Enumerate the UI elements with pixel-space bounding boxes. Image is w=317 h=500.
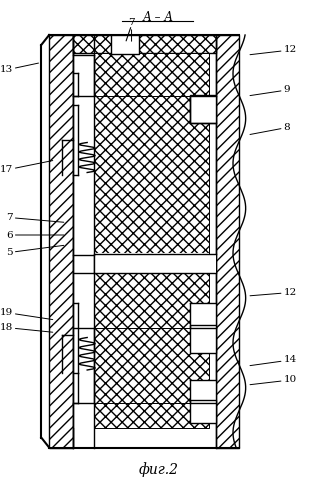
Bar	[73, 35, 216, 52]
Bar	[111, 35, 139, 54]
Bar	[94, 328, 209, 402]
Bar	[73, 55, 94, 428]
Bar	[216, 35, 239, 448]
Text: 9: 9	[250, 86, 290, 96]
Bar	[94, 254, 216, 272]
Text: 14: 14	[250, 356, 297, 366]
Text: А – А: А – А	[143, 11, 174, 24]
Bar	[190, 400, 216, 422]
Bar	[49, 35, 73, 448]
Text: 7: 7	[6, 213, 64, 222]
Text: 13: 13	[0, 63, 38, 74]
Bar	[94, 272, 209, 328]
Text: 12: 12	[250, 288, 297, 297]
Bar	[94, 52, 209, 96]
Text: 19: 19	[0, 308, 53, 320]
Text: 6: 6	[6, 230, 64, 239]
Bar	[190, 380, 216, 402]
Bar	[94, 402, 209, 427]
Text: 18: 18	[0, 323, 53, 332]
Bar	[94, 96, 209, 255]
Bar	[94, 252, 209, 272]
Text: 10: 10	[250, 376, 297, 384]
Text: фиг.2: фиг.2	[139, 462, 178, 477]
Text: 17: 17	[0, 160, 53, 174]
Bar	[190, 302, 216, 328]
Text: 12: 12	[250, 46, 297, 54]
Bar	[190, 95, 216, 122]
Text: 8: 8	[250, 123, 290, 134]
Bar	[190, 96, 216, 122]
Bar	[190, 325, 216, 352]
Text: 7: 7	[128, 18, 135, 41]
Text: 5: 5	[6, 246, 64, 257]
